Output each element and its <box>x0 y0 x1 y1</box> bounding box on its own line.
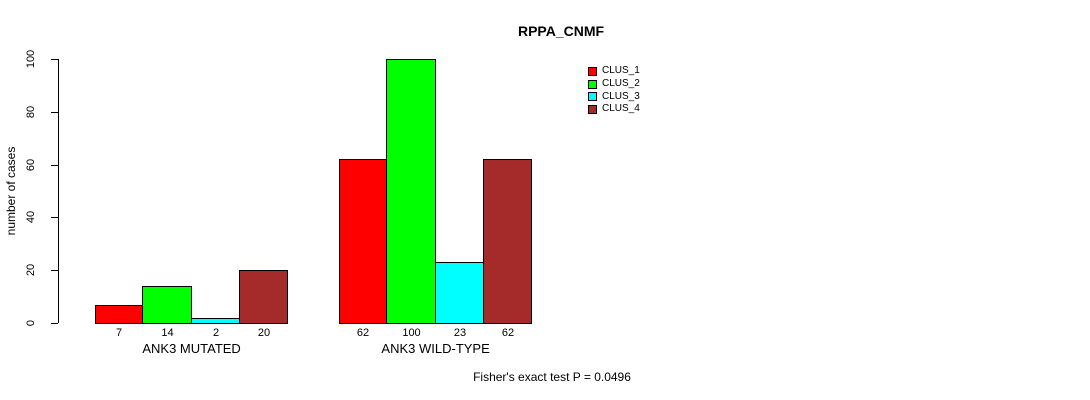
bar-value-label: 20 <box>257 327 271 339</box>
legend-item-clus-1: CLUS_1 <box>588 65 640 78</box>
legend-item-clus-2: CLUS_2 <box>588 78 640 91</box>
bar-clus-2-ank3-mutated <box>142 286 192 324</box>
bar-clus-1-ank3-wild-type <box>339 159 387 324</box>
legend-label: CLUS_4 <box>602 103 640 115</box>
y-axis-tick-label: 20 <box>25 263 37 277</box>
bar-clus-1-ank3-mutated <box>95 305 143 324</box>
bar-value-label: 2 <box>212 327 220 339</box>
legend-color-swatch-clus-1 <box>588 66 597 76</box>
fisher-test-annotation: Fisher's exact test P = 0.0496 <box>473 370 631 384</box>
legend-color-swatch-clus-3 <box>588 92 597 102</box>
bar-clus-3-ank3-mutated <box>191 318 240 324</box>
y-axis-label: number of cases <box>4 146 18 236</box>
legend-label: CLUS_1 <box>602 65 640 77</box>
y-axis-tick-label: 60 <box>25 158 37 172</box>
bar-clus-4-ank3-mutated <box>239 270 288 324</box>
legend-label: CLUS_2 <box>602 78 640 90</box>
category-label-ank3-wild-type: ANK3 WILD-TYPE <box>381 341 490 356</box>
legend-item-clus-4: CLUS_4 <box>588 103 640 116</box>
bar-clus-4-ank3-wild-type <box>483 159 532 324</box>
legend-color-swatch-clus-4 <box>588 104 597 114</box>
category-label-ank3-mutated: ANK3 MUTATED <box>142 341 241 356</box>
legend: CLUS_1 CLUS_2 CLUS_3 CLUS_4 <box>588 65 640 116</box>
legend-label: CLUS_3 <box>602 90 640 102</box>
legend-color-swatch-clus-2 <box>588 79 597 89</box>
y-axis-line <box>58 59 59 323</box>
y-axis-tick <box>51 165 58 166</box>
y-axis-tick-label: 0 <box>25 319 37 327</box>
chart-title: RPPA_CNMF <box>517 23 605 39</box>
bar-clus-2-ank3-wild-type <box>386 59 436 324</box>
y-axis-tick <box>51 112 58 113</box>
bar-value-label: 7 <box>115 327 123 339</box>
bar-value-label: 23 <box>453 327 467 339</box>
y-axis-tick-label: 100 <box>25 49 37 69</box>
y-axis-tick <box>51 323 58 324</box>
y-axis-tick-label: 80 <box>25 105 37 119</box>
bar-clus-3-ank3-wild-type <box>435 262 484 324</box>
bar-value-label: 100 <box>402 327 421 339</box>
bar-value-label: 62 <box>501 327 515 339</box>
y-axis-tick <box>51 217 58 218</box>
bar-value-label: 14 <box>161 327 174 339</box>
y-axis-tick <box>51 270 58 271</box>
y-axis-tick <box>51 59 58 60</box>
y-axis-tick-label: 40 <box>25 210 37 224</box>
bar-value-label: 62 <box>356 327 370 339</box>
legend-item-clus-3: CLUS_3 <box>588 90 640 103</box>
